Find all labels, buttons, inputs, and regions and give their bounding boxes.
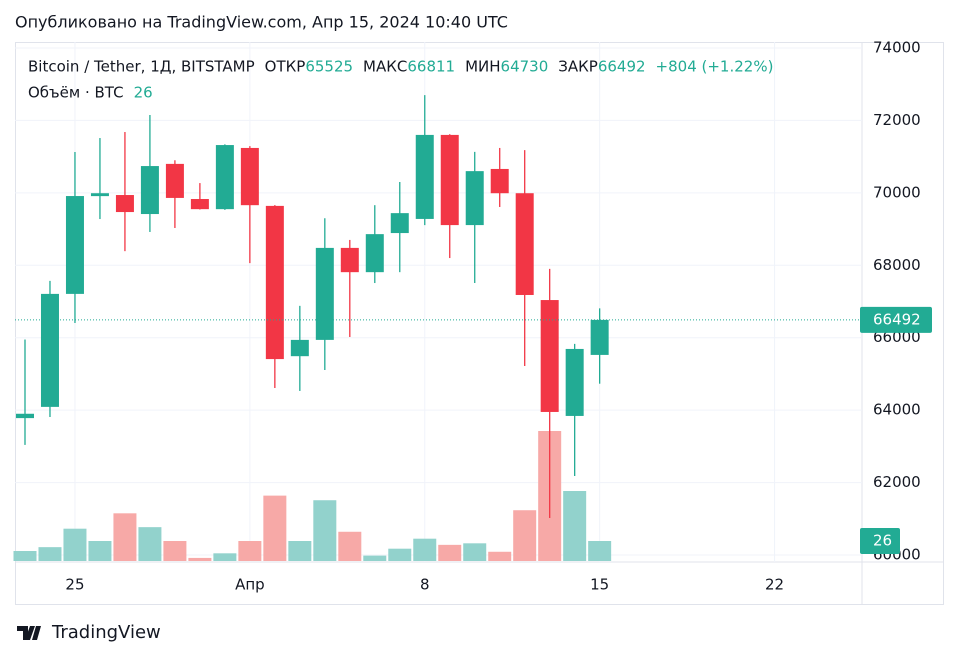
volume-bar <box>13 551 37 561</box>
candle-body <box>40 293 59 407</box>
volume-bar <box>513 510 537 561</box>
header: Опубликовано на TradingView.com, Апр 15,… <box>15 13 508 32</box>
legend-text: ЗАКР <box>558 58 598 76</box>
y-tick-label: 70000 <box>873 183 921 201</box>
volume-bar <box>488 551 512 561</box>
candle-body <box>415 134 434 219</box>
x-tick-label: Апр <box>235 576 265 594</box>
y-tick-label: 68000 <box>873 256 921 274</box>
candle-body <box>540 300 559 412</box>
legend-text: Объём · BTC <box>28 84 124 102</box>
candle-body <box>440 134 459 226</box>
logo-icon <box>17 626 41 640</box>
candle-body <box>490 168 509 194</box>
price-badge <box>860 306 932 333</box>
volume-badge <box>860 528 900 554</box>
legend-text: МИН <box>465 58 500 76</box>
y-tick-label: 62000 <box>873 473 921 491</box>
candle-body <box>465 171 484 226</box>
brand: TradingView <box>51 622 161 643</box>
plot: 66492 26 <box>13 95 932 561</box>
legend-text: +804 (+1.22%) <box>656 58 774 76</box>
volume-bar <box>238 541 262 561</box>
grid: 6000062000640006600068000700007200074000… <box>15 39 921 594</box>
volume-bar <box>188 557 212 561</box>
legend: Bitcoin / Tether, 1Д, BITSTAMP ОТКР 65525 М… <box>28 58 773 102</box>
price-badge-label: 66492 <box>873 310 921 328</box>
volume-bar <box>363 555 387 561</box>
candle-body <box>315 247 334 340</box>
volume-bar <box>413 538 437 561</box>
x-tick-label: 15 <box>590 576 609 594</box>
volume-bar <box>113 513 137 561</box>
legend-text: 66811 <box>407 58 455 76</box>
volume-bar <box>288 541 312 561</box>
volume-bar <box>338 531 362 561</box>
candle-body <box>90 193 109 197</box>
volume-bar <box>88 541 112 561</box>
legend-text: 65525 <box>305 58 353 76</box>
volume-bar <box>38 547 62 561</box>
logo <box>17 626 41 640</box>
x-tick-label: 22 <box>765 576 784 594</box>
legend-text: 26 <box>134 84 153 102</box>
volume-bar <box>213 553 237 561</box>
candle-body <box>265 205 284 360</box>
volume-bar <box>263 495 287 561</box>
volume-bar <box>588 541 612 561</box>
candle-body <box>65 196 84 294</box>
candle-body <box>590 319 609 355</box>
candle-body <box>115 195 134 213</box>
y-tick-label: 64000 <box>873 401 921 419</box>
y-tick-label: 72000 <box>873 111 921 129</box>
legend-text: МАКС <box>363 58 407 76</box>
candle-body <box>240 147 259 206</box>
volume-bar <box>388 548 412 561</box>
legend-text: Bitcoin / Tether, 1Д, BITSTAMP <box>28 58 255 76</box>
legend-text: 66492 <box>598 58 646 76</box>
candle-body <box>165 163 184 198</box>
volume-bar <box>138 527 162 561</box>
x-tick-label: 8 <box>420 576 430 594</box>
frame <box>15 42 944 605</box>
candle-body <box>190 199 209 210</box>
candle-body <box>15 413 34 419</box>
volume-bar <box>438 544 462 561</box>
volume-bar <box>563 491 587 561</box>
candle-body <box>390 213 409 234</box>
legend-text: ОТКР <box>265 58 306 76</box>
candle-body <box>140 166 159 215</box>
candle-body <box>290 339 309 357</box>
candle-body <box>565 348 584 416</box>
candle-body <box>365 234 384 273</box>
x-tick-label: 25 <box>65 576 84 594</box>
volume-bar <box>313 500 337 561</box>
volume-badge-label: 26 <box>873 532 892 550</box>
candle-body <box>340 247 359 273</box>
candle-body <box>215 145 234 210</box>
candle-body <box>515 193 534 295</box>
y-tick-label: 74000 <box>873 39 921 57</box>
volume-bar <box>463 543 487 561</box>
legend-text: 64730 <box>501 58 549 76</box>
volume-bar <box>63 528 87 561</box>
volume-bar <box>163 541 187 561</box>
